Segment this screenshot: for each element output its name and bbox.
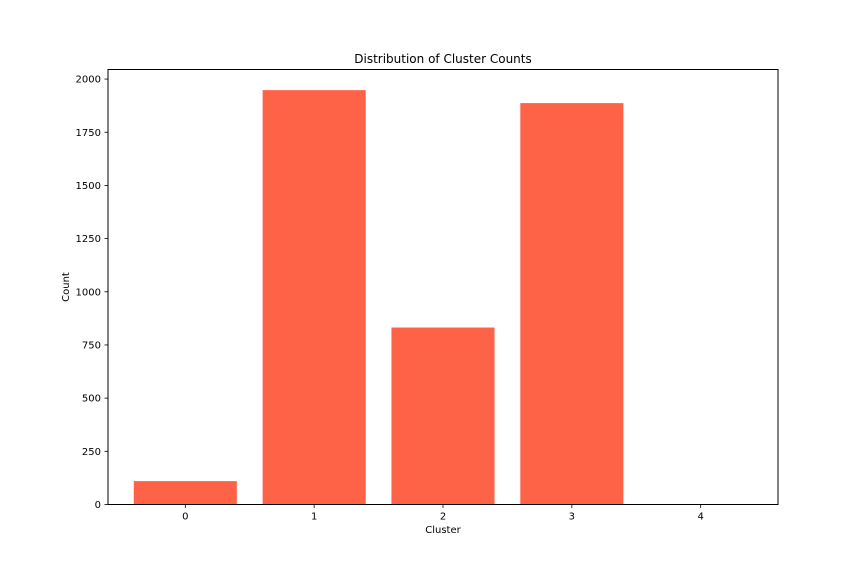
x-tick-label: 3 (569, 512, 575, 523)
y-tick-label: 0 (95, 500, 101, 511)
x-tick-label: 4 (698, 512, 704, 523)
y-axis-label: Count (61, 272, 72, 302)
y-tick-label: 1000 (76, 287, 101, 298)
x-tick-label: 2 (440, 512, 446, 523)
bar-cluster-3 (520, 103, 624, 505)
y-tick-label: 1250 (76, 234, 101, 245)
chart-title: Distribution of Cluster Counts (354, 52, 532, 66)
bars-layer (133, 90, 624, 505)
x-tick-label: 0 (182, 512, 188, 523)
x-axis-ticks: 0 1 2 3 4 (182, 504, 704, 523)
y-tick-label: 750 (82, 340, 101, 351)
bar-cluster-0 (133, 481, 237, 505)
plot-area-frame (107, 69, 779, 505)
bar-cluster-1 (262, 90, 366, 505)
y-tick-label: 1500 (76, 181, 101, 192)
y-tick-label: 250 (82, 447, 101, 458)
x-axis-label: Cluster (425, 525, 461, 536)
bar-cluster-2 (391, 327, 495, 505)
y-tick-label: 1750 (76, 128, 101, 139)
y-axis-ticks: 0 250 500 750 1000 1250 1500 1750 2000 (76, 75, 108, 511)
y-tick-label: 500 (82, 394, 101, 405)
x-tick-label: 1 (311, 512, 317, 523)
y-tick-label: 2000 (76, 75, 101, 86)
